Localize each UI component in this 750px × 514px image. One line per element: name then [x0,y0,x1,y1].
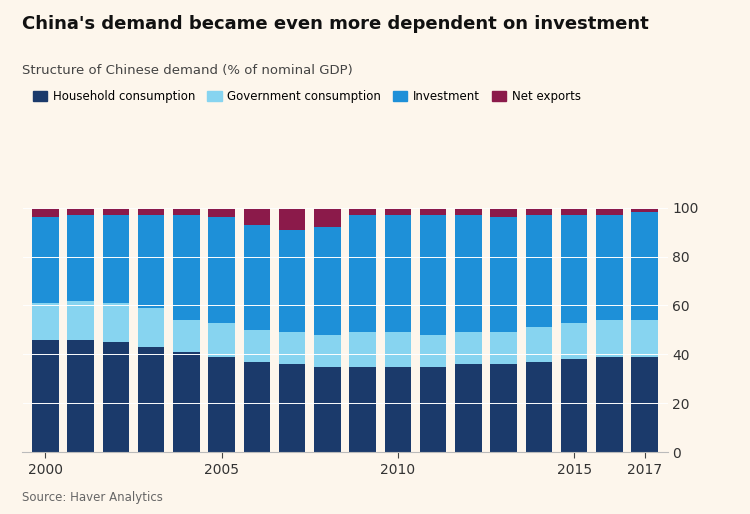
Bar [455,215,482,333]
Bar [385,366,411,452]
Bar [314,208,340,227]
Bar [314,227,340,335]
Bar [490,217,517,333]
Bar [526,362,552,452]
Bar [244,225,270,330]
Bar [138,308,164,347]
Bar [32,340,58,452]
Bar [455,333,482,364]
Bar [209,217,235,323]
Bar [561,359,587,452]
Bar [138,347,164,452]
Bar [68,301,94,340]
Bar [420,366,446,452]
Bar [244,362,270,452]
Bar [385,333,411,366]
Bar [173,320,200,352]
Bar [279,333,305,364]
Bar [350,366,376,452]
Bar [561,215,587,323]
Bar [526,215,552,327]
Bar [279,208,305,230]
Bar [596,320,622,357]
Bar [455,364,482,452]
Bar [632,208,658,212]
Bar [68,340,94,452]
Legend: Household consumption, Government consumption, Investment, Net exports: Household consumption, Government consum… [28,85,586,108]
Bar [632,357,658,452]
Text: Source: Haver Analytics: Source: Haver Analytics [22,491,164,504]
Bar [561,208,587,215]
Bar [420,335,446,366]
Bar [314,335,340,366]
Bar [103,303,129,342]
Bar [173,352,200,452]
Bar [632,212,658,320]
Bar [596,215,622,320]
Bar [103,208,129,215]
Bar [490,333,517,364]
Text: China's demand became even more dependent on investment: China's demand became even more dependen… [22,15,650,33]
Bar [209,357,235,452]
Bar [32,217,58,303]
Bar [385,208,411,215]
Bar [32,303,58,340]
Bar [279,364,305,452]
Bar [596,208,622,215]
Bar [420,215,446,335]
Bar [68,215,94,301]
Bar [526,327,552,362]
Bar [209,323,235,357]
Bar [526,208,552,215]
Bar [385,215,411,333]
Bar [209,208,235,217]
Bar [350,333,376,366]
Bar [314,366,340,452]
Bar [455,208,482,215]
Bar [32,208,58,217]
Bar [173,208,200,215]
Text: Structure of Chinese demand (% of nominal GDP): Structure of Chinese demand (% of nomina… [22,64,353,77]
Bar [173,215,200,320]
Bar [350,208,376,215]
Bar [561,323,587,359]
Bar [632,320,658,357]
Bar [490,364,517,452]
Bar [103,215,129,303]
Bar [350,215,376,333]
Bar [490,208,517,217]
Bar [244,208,270,225]
Bar [279,230,305,333]
Bar [244,330,270,362]
Bar [68,208,94,215]
Bar [596,357,622,452]
Bar [420,208,446,215]
Bar [138,215,164,308]
Bar [103,342,129,452]
Bar [138,208,164,215]
